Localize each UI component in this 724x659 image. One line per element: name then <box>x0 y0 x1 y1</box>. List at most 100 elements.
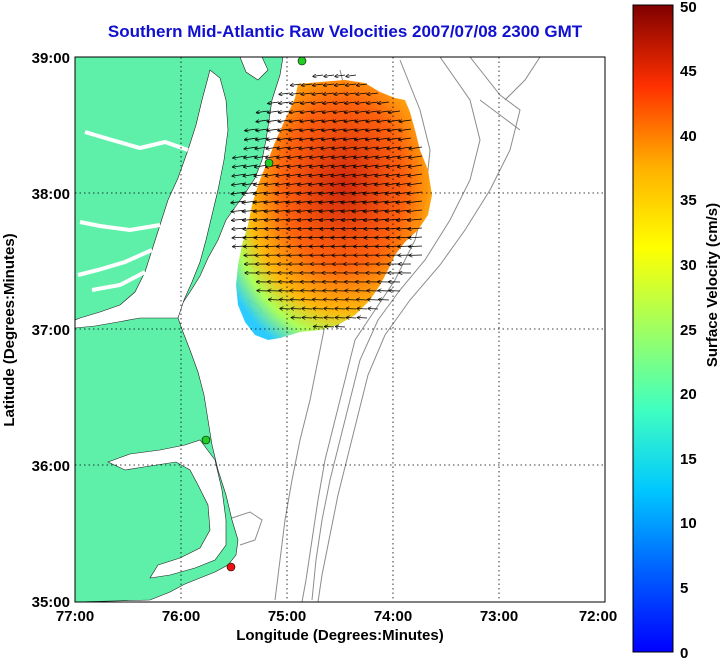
velocity-arrow <box>314 318 324 319</box>
velocity-arrow <box>279 111 291 113</box>
velocity-arrow <box>368 309 379 310</box>
colorbar-tick-label: 50 <box>680 0 697 16</box>
velocity-arrow <box>408 192 423 194</box>
velocity-arrow <box>313 300 324 301</box>
velocity-arrow <box>409 246 423 247</box>
velocity-arrow <box>336 327 346 328</box>
colorbar-tick-label: 40 <box>680 128 697 145</box>
colorbar-tick-label: 20 <box>680 386 697 403</box>
colorbar-tick-label: 30 <box>680 257 697 274</box>
velocity-arrow <box>301 93 313 94</box>
colorbar-tick-label: 10 <box>680 515 697 532</box>
colorbar-tick-label: 25 <box>680 322 697 339</box>
velocity-arrow <box>347 318 357 319</box>
velocity-arrow <box>409 156 423 158</box>
velocity-arrow <box>367 93 379 94</box>
velocity-arrow <box>344 120 357 122</box>
velocity-arrow <box>356 111 368 113</box>
velocity-arrow <box>268 102 280 104</box>
velocity-arrow <box>407 201 423 203</box>
velocity-arrow <box>357 309 368 310</box>
velocity-arrow <box>399 138 412 140</box>
velocity-arrow <box>324 75 335 76</box>
velocity-arrow <box>409 164 423 167</box>
colorbar-tick-label: 15 <box>680 451 697 468</box>
velocity-arrow <box>334 102 346 104</box>
velocity-arrow <box>278 120 291 122</box>
y-tick-label: 36:00 <box>32 458 70 475</box>
velocity-arrow <box>291 84 302 85</box>
velocity-arrow <box>324 84 335 85</box>
velocity-arrow <box>378 111 390 113</box>
velocity-arrow <box>358 318 368 319</box>
velocity-arrow <box>313 309 324 310</box>
velocity-arrow <box>311 120 324 122</box>
velocity-arrow <box>268 111 280 113</box>
colorbar-tick-label: 0 <box>680 645 688 659</box>
velocity-arrows <box>231 75 423 328</box>
velocity-arrow <box>368 300 379 301</box>
velocity-arrow <box>302 300 313 301</box>
velocity-arrow <box>302 84 313 85</box>
velocity-arrow <box>357 300 368 301</box>
colorbar-tick-label: 5 <box>680 580 688 597</box>
velocity-arrow <box>312 102 324 104</box>
y-axis-ticks: 39:00 38:00 37:00 36:00 35:00 <box>32 50 70 611</box>
colorbar-label: Surface Velocity (cm/s) <box>704 203 721 367</box>
velocity-arrow <box>313 75 324 76</box>
y-tick-label: 38:00 <box>32 186 70 203</box>
radar-site-green <box>264 158 274 168</box>
colorbar <box>632 4 674 653</box>
velocity-arrow <box>346 300 357 301</box>
velocity-arrow <box>408 210 423 212</box>
velocity-arrow <box>388 120 401 122</box>
velocity-arrow <box>408 219 423 220</box>
velocity-arrow <box>325 318 335 319</box>
radar-site-red <box>226 562 236 572</box>
velocity-arrow <box>409 237 423 238</box>
velocity-arrow <box>334 111 346 113</box>
velocity-arrow <box>345 93 357 94</box>
velocity-arrow <box>333 120 346 122</box>
pamlico-sound <box>107 439 227 579</box>
velocity-arrow <box>378 102 390 104</box>
velocity-arrow <box>399 129 412 131</box>
velocity-arrow <box>269 300 280 301</box>
velocity-arrow <box>346 75 357 76</box>
velocity-arrow <box>291 309 302 310</box>
velocity-arrow <box>346 84 357 85</box>
velocity-arrow <box>346 309 357 310</box>
velocity-arrow <box>408 183 423 185</box>
velocity-arrow <box>257 111 269 113</box>
x-tick-label: 72:00 <box>579 608 617 625</box>
x-tick-label: 73:00 <box>480 608 518 625</box>
velocity-arrow <box>322 120 335 122</box>
velocity-arrow <box>399 120 412 122</box>
radar-site-green <box>297 56 307 66</box>
velocity-arrow <box>323 93 335 94</box>
velocity-arrow <box>356 93 368 94</box>
x-tick-label: 75:00 <box>268 608 306 625</box>
velocity-arrow <box>323 111 335 113</box>
velocity-arrow <box>313 84 324 85</box>
velocity-arrow <box>280 309 291 310</box>
radar-site-green <box>201 435 211 445</box>
colorbar-ticks: 0 5 10 15 20 25 30 35 40 45 50 <box>680 0 697 659</box>
river <box>77 130 189 292</box>
velocity-arrow <box>357 84 368 85</box>
velocity-arrow <box>408 173 423 176</box>
velocity-arrow <box>335 75 346 76</box>
velocity-arrow <box>292 318 302 319</box>
velocity-arrow <box>355 120 368 122</box>
x-tick-label: 74:00 <box>374 608 412 625</box>
velocity-arrow <box>323 102 335 104</box>
velocity-arrow <box>256 120 269 122</box>
velocity-arrow <box>377 120 390 122</box>
velocity-arrow <box>334 93 346 94</box>
velocity-arrow <box>324 309 335 310</box>
velocity-arrow <box>367 102 379 104</box>
velocity-arrow <box>408 228 423 229</box>
colorbar-tick-label: 45 <box>680 63 697 80</box>
x-tick-label: 77:00 <box>56 608 94 625</box>
